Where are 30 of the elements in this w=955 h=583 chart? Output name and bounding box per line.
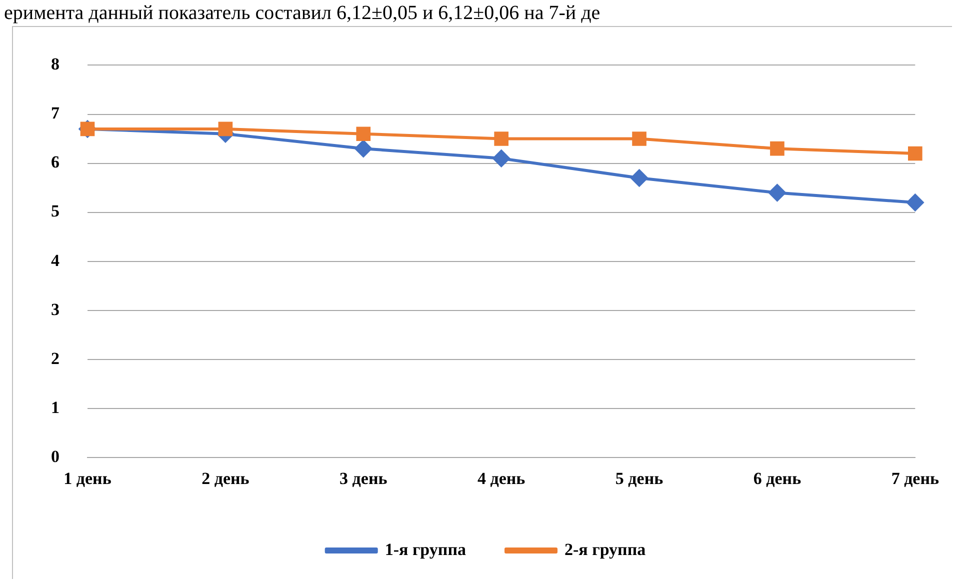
y-tick-label: 6: [51, 152, 60, 172]
y-tick-label: 4: [51, 250, 60, 270]
y-tick-label: 8: [51, 54, 60, 74]
x-tick-label: 1 день: [64, 469, 112, 488]
point: [632, 132, 646, 146]
y-tick-label: 3: [51, 300, 60, 319]
x-tick-label: 4 день: [477, 469, 526, 488]
point: [494, 132, 508, 146]
x-tick-label: 6 день: [753, 469, 802, 488]
point: [908, 146, 922, 161]
y-tick-label: 2: [51, 348, 60, 368]
point: [630, 170, 648, 187]
point: [354, 140, 372, 158]
y-tick-label: 0: [51, 446, 60, 466]
point: [492, 150, 510, 167]
y-tick-label: 5: [51, 202, 60, 221]
legend-label: 1-я группа: [384, 540, 466, 559]
point: [218, 122, 233, 136]
x-tick-label: 2 день: [202, 469, 250, 488]
point: [770, 141, 784, 156]
x-tick-label: 5 день: [615, 469, 664, 488]
y-tick-label: 7: [51, 104, 60, 123]
x-tick-label: 7 день: [891, 469, 940, 488]
point: [906, 194, 924, 212]
text: еримента данный показатель составил 6,12±0,05 и 6,12±0,06 на 7-й де: [3, 1, 602, 26]
point: [356, 126, 371, 142]
x-tick-label: 3 день: [340, 469, 388, 488]
point: [768, 184, 786, 202]
legend-label: 2-я группа: [564, 540, 646, 559]
y-tick-label: 1: [51, 398, 60, 417]
